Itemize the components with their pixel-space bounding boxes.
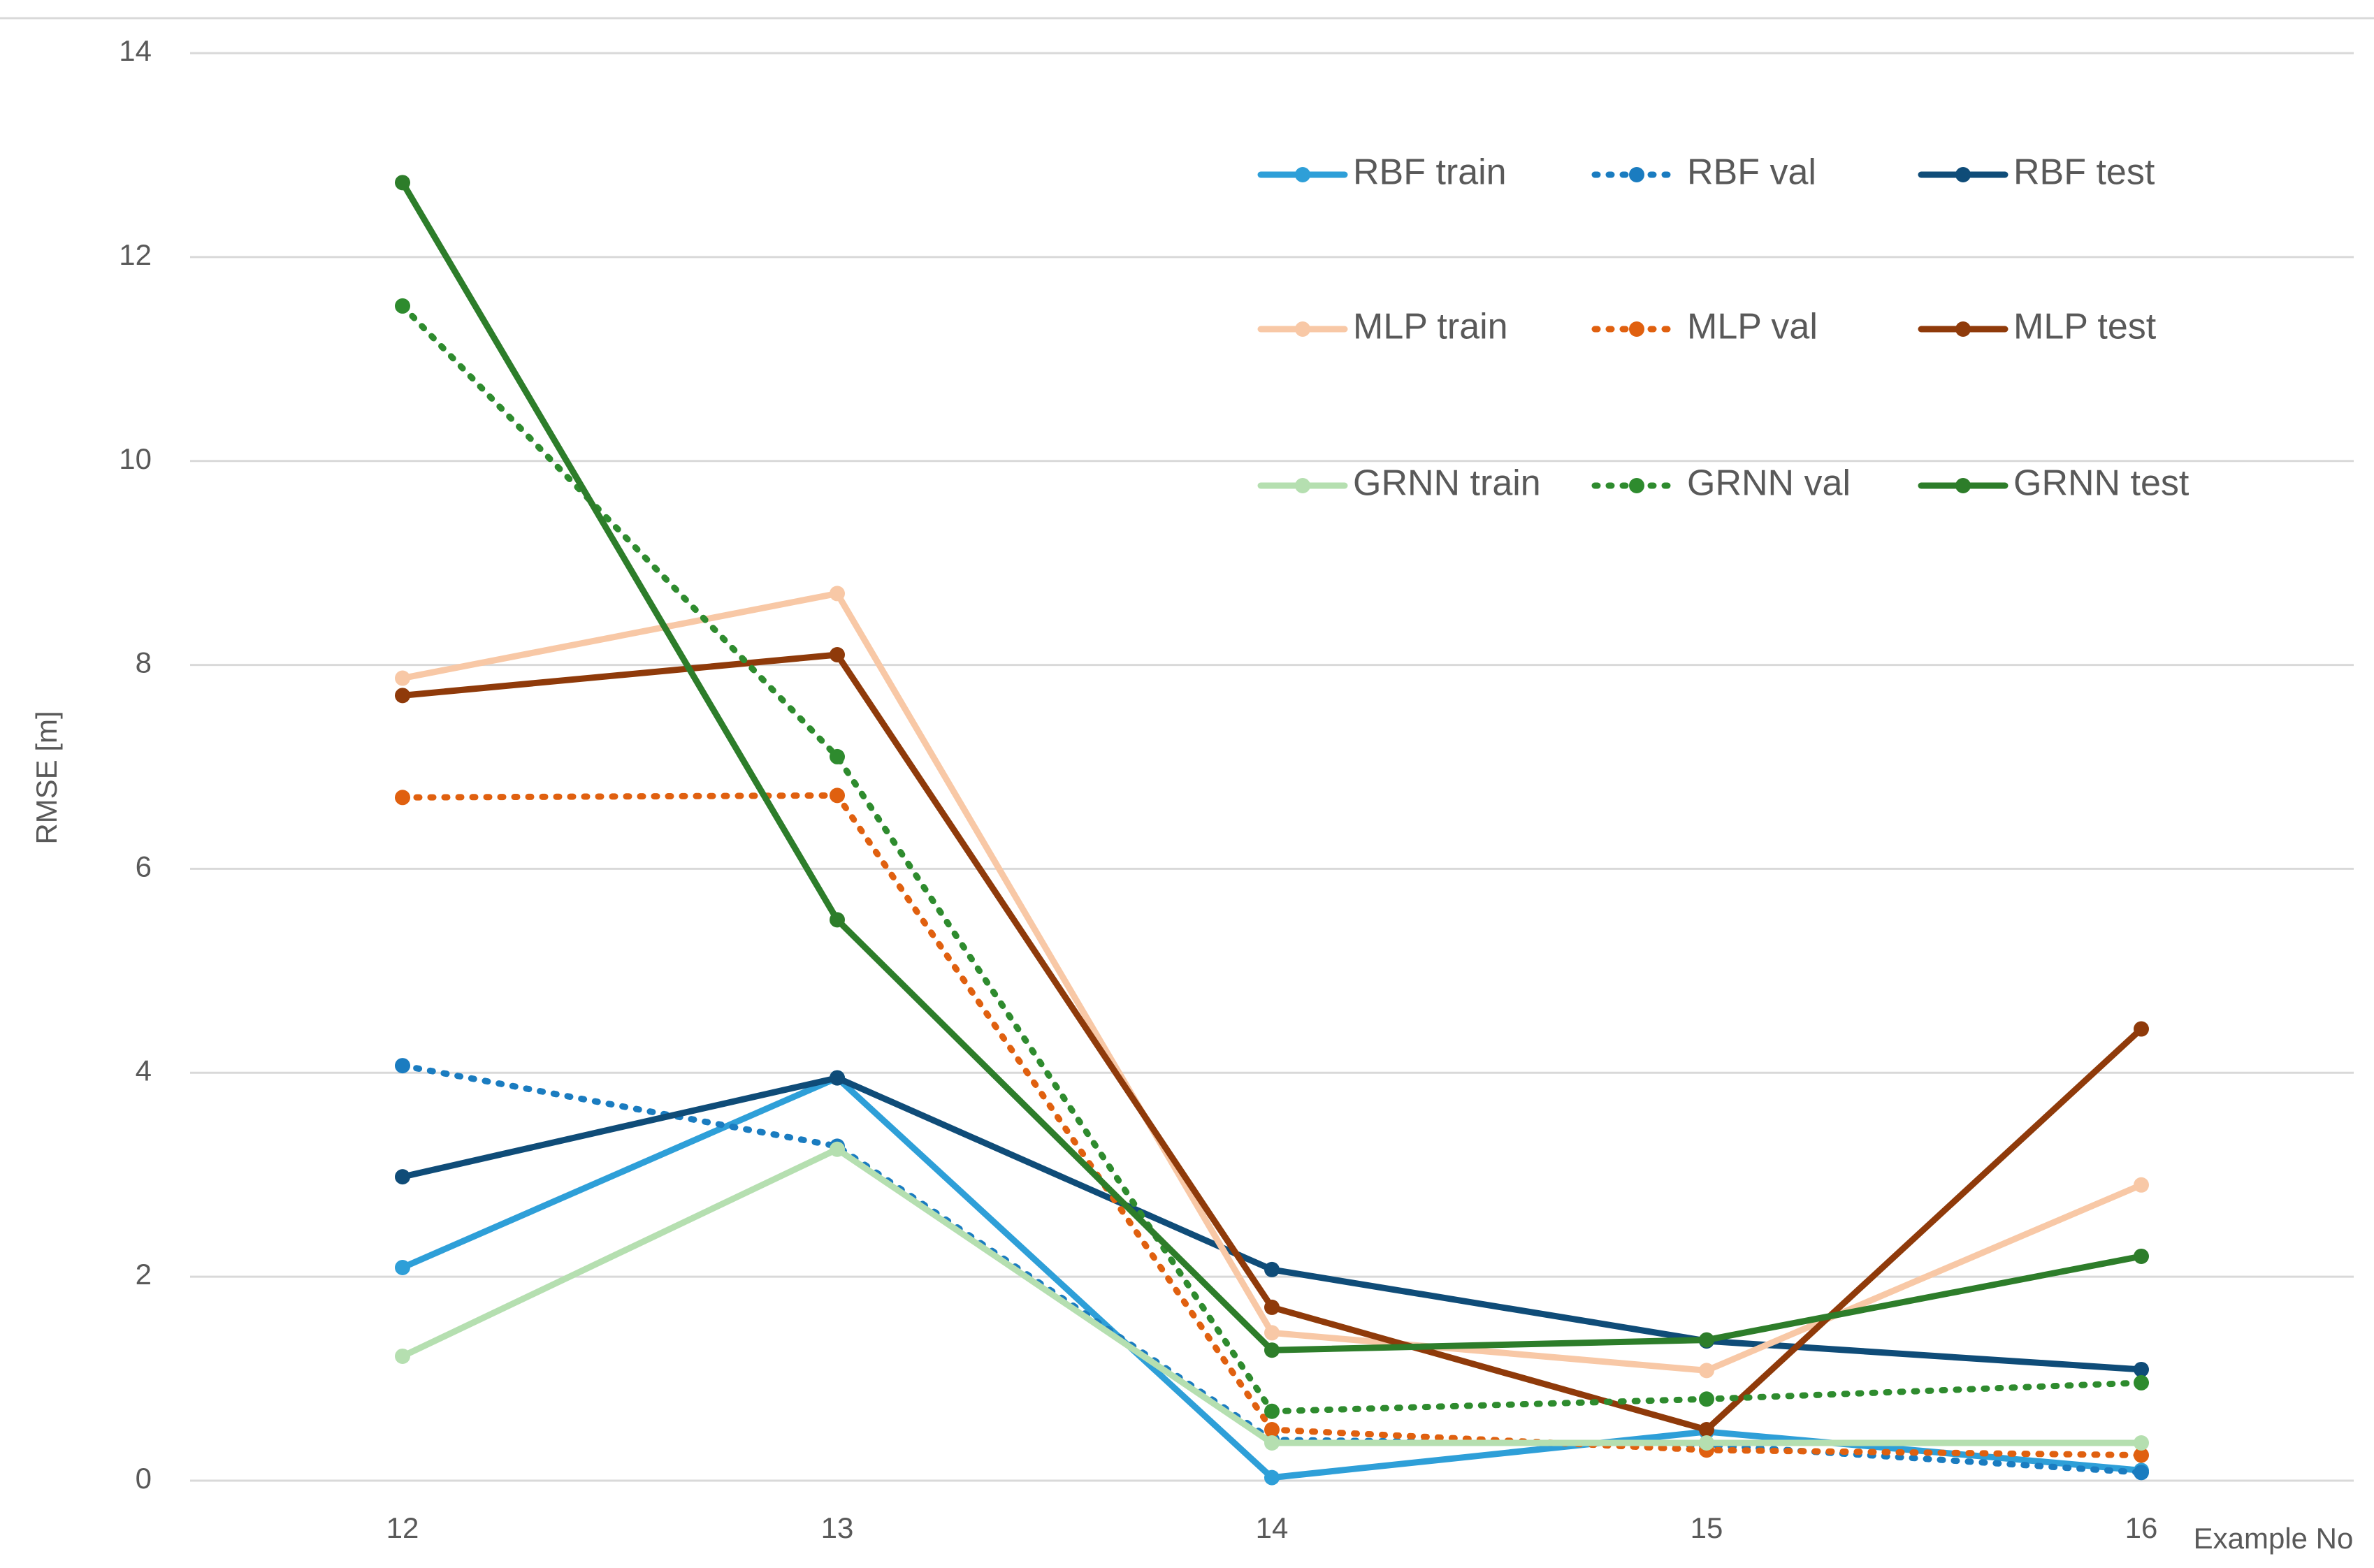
data-point (395, 670, 410, 686)
y-tick-label: 2 (136, 1258, 152, 1291)
data-point (2134, 1447, 2149, 1463)
data-point (395, 1348, 410, 1364)
legend-label: RBF train (1353, 152, 1507, 193)
data-point (830, 1141, 845, 1157)
data-point (1264, 1403, 1280, 1419)
data-point (1264, 1342, 1280, 1358)
data-point (830, 912, 845, 928)
data-point (395, 790, 410, 806)
legend-marker (1295, 321, 1310, 337)
legend-marker (1629, 478, 1644, 493)
y-tick-label: 0 (136, 1462, 152, 1495)
x-tick-label: 13 (821, 1511, 854, 1544)
data-point (2134, 1465, 2149, 1481)
data-point (395, 1260, 410, 1276)
y-axis-label: RMSE [m] (30, 711, 63, 844)
legend-label: MLP train (1353, 307, 1508, 347)
data-point (2134, 1248, 2149, 1264)
data-point (2134, 1361, 2149, 1377)
legend-label: RBF val (1687, 152, 1816, 193)
data-point (1264, 1422, 1280, 1438)
data-point (1264, 1325, 1280, 1341)
legend-label: RBF test (2013, 152, 2155, 193)
data-point (2134, 1435, 2149, 1451)
data-point (1264, 1299, 1280, 1315)
data-point (1699, 1435, 1714, 1451)
x-tick-label: 16 (2125, 1511, 2158, 1544)
data-point (395, 688, 410, 704)
x-tick-label: 15 (1691, 1511, 1723, 1544)
data-point (1264, 1435, 1280, 1451)
data-point (1699, 1391, 1714, 1407)
series-line (399, 179, 2145, 1353)
legend-label: MLP val (1687, 307, 1818, 347)
legend-marker (1955, 321, 1971, 337)
data-point (1264, 1261, 1280, 1277)
data-point (1699, 1422, 1714, 1438)
x-tick-label: 14 (1256, 1511, 1289, 1544)
data-point (1699, 1363, 1714, 1379)
series-line (399, 590, 2145, 1374)
legend-label: GRNN train (1353, 463, 1541, 504)
data-point (830, 1070, 845, 1086)
x-axis-label: Example No (2194, 1522, 2354, 1555)
y-tick-label: 12 (119, 238, 152, 271)
legend-marker (1295, 167, 1310, 182)
y-tick-label: 4 (136, 1054, 152, 1087)
data-point (1264, 1469, 1280, 1486)
y-tick-label: 10 (119, 442, 152, 475)
legend-label: MLP test (2013, 307, 2157, 347)
data-point (830, 787, 845, 804)
y-tick-label: 14 (119, 34, 152, 67)
data-point (1699, 1332, 1714, 1348)
x-tick-label: 12 (386, 1511, 419, 1544)
y-tick-label: 6 (136, 850, 152, 883)
data-point (395, 175, 410, 191)
legend-marker (1955, 167, 1971, 182)
data-point (2134, 1021, 2149, 1037)
legend-marker (1629, 321, 1644, 337)
data-point (395, 1169, 410, 1185)
data-point (830, 748, 845, 764)
data-point (395, 298, 410, 314)
legend-label: GRNN val (1687, 463, 1851, 504)
y-tick-label: 8 (136, 646, 152, 679)
legend-marker (1295, 478, 1310, 493)
data-point (830, 646, 845, 662)
data-point (395, 1058, 410, 1074)
data-point (830, 586, 845, 602)
legend-label: GRNN test (2013, 463, 2190, 504)
series-line (399, 303, 2145, 1415)
legend-marker (1955, 478, 1971, 493)
legend-marker (1629, 167, 1644, 182)
data-point (2134, 1374, 2149, 1391)
data-point (2134, 1177, 2149, 1193)
